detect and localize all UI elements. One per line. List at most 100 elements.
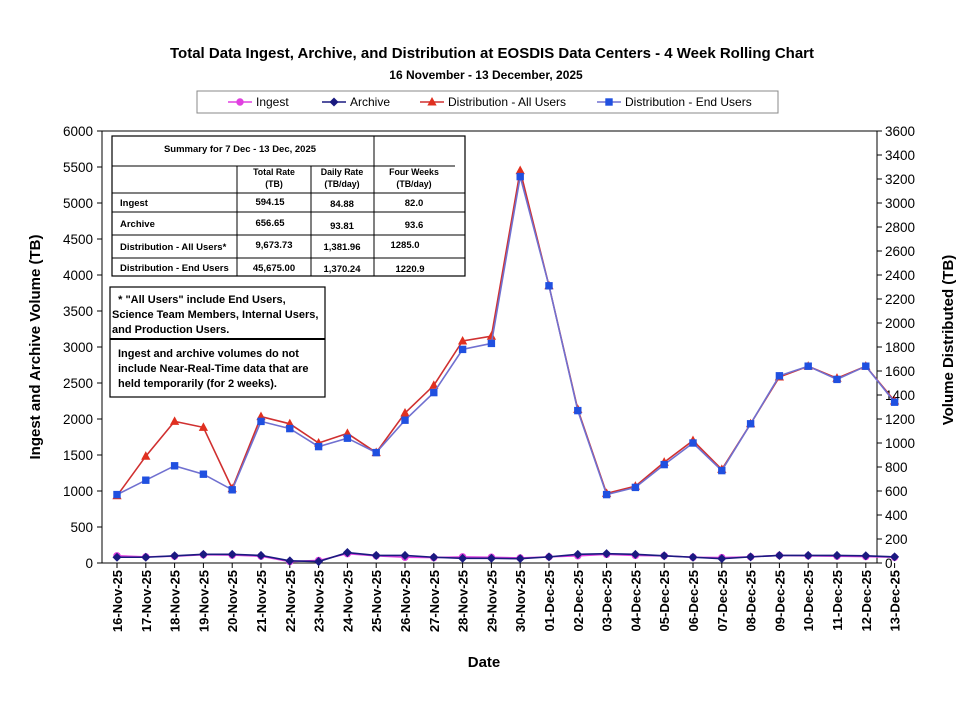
data-point: [746, 552, 756, 562]
x-tick-label: 13-Dec-25: [888, 570, 903, 631]
data-point: [862, 362, 870, 370]
summary-title: Summary for 7 Dec - 13 Dec, 2025: [164, 144, 317, 155]
x-tick-label: 27-Nov-25: [427, 570, 442, 632]
legend: Ingest Archive Distribution - All Users Dis…: [196, 90, 779, 114]
data-point: [314, 557, 324, 567]
data-point: [112, 552, 122, 562]
y-left-tick-label: 1000: [63, 484, 93, 499]
legend-marker: [329, 97, 339, 107]
y-right-tick-label: 600: [885, 484, 908, 499]
x-tick-label: 05-Dec-25: [657, 570, 672, 631]
y-left-tick-label: 6000: [63, 124, 93, 139]
y-right-tick-label: 3000: [885, 196, 915, 211]
data-point: [170, 551, 180, 561]
y-left-tick-label: 5000: [63, 196, 93, 211]
x-tick-label: 22-Nov-25: [283, 570, 298, 632]
data-point: [688, 552, 698, 562]
data-point: [573, 549, 583, 559]
note-all-users-line3: and Production Users.: [112, 324, 229, 336]
x-tick-label: 11-Dec-25: [830, 570, 845, 631]
y-right-tick-label: 1800: [885, 340, 915, 355]
data-point: [602, 549, 612, 559]
y-left-tick-label: 3500: [63, 304, 93, 319]
data-point: [602, 490, 611, 499]
data-point: [890, 398, 899, 406]
data-point: [717, 554, 727, 564]
data-point: [199, 470, 208, 478]
legend-item: Distribution - End Users: [597, 95, 752, 109]
summary-table: Summary for 7 Dec - 13 Dec, 2025 Total R…: [111, 135, 466, 277]
y-right-tick-label: 800: [885, 460, 908, 475]
y-right-tick-label: 2600: [885, 244, 915, 259]
data-point: [429, 380, 439, 389]
data-point: [631, 483, 640, 492]
data-point: [458, 553, 468, 563]
x-tick-label: 26-Nov-25: [398, 570, 413, 632]
data-point: [516, 172, 524, 181]
data-point: [890, 552, 900, 562]
data-point: [746, 420, 755, 428]
data-point: [689, 439, 697, 447]
x-tick-label: 09-Dec-25: [772, 570, 787, 631]
legend-marker: [605, 98, 613, 106]
x-tick-label: 23-Nov-25: [312, 570, 327, 632]
data-point: [372, 448, 380, 457]
row-dist-all-total: 9,673.73: [256, 240, 293, 251]
data-point: [169, 416, 180, 425]
legend-label: Archive: [350, 95, 390, 109]
data-point: [659, 551, 669, 561]
series-archive: [112, 548, 900, 567]
series-distribution-end-users: [113, 172, 899, 499]
x-tick-label: 04-Dec-25: [628, 570, 643, 631]
legend-label: Distribution - All Users: [448, 95, 566, 109]
x-tick-label: 18-Nov-25: [168, 570, 183, 632]
notes-box: * "All Users" include End Users, Science…: [109, 286, 326, 398]
row-archive-total: 656.65: [255, 218, 285, 229]
y-right-tick-label: 1200: [885, 412, 915, 427]
header-four-line1: Four Weeks: [389, 167, 439, 177]
header-four-line2: (TB/day): [396, 179, 431, 189]
x-tick-label: 12-Dec-25: [859, 570, 874, 631]
y-right-tick-label: 2800: [885, 220, 915, 235]
data-point: [545, 282, 553, 290]
data-point: [833, 375, 841, 384]
legend-marker: [236, 98, 244, 106]
note-ingest-line1: Ingest and archive volumes do not: [118, 348, 299, 360]
row-dist-all-label: Distribution - All Users*: [120, 242, 227, 253]
x-axis: 16-Nov-25 17-Nov-25 18-Nov-25 19-Nov-25 20-N…: [110, 563, 903, 632]
x-tick-label: 24-Nov-25: [340, 570, 355, 632]
legend-label: Distribution - End Users: [625, 95, 752, 109]
row-dist-all-four: 1285.0: [390, 240, 419, 251]
y-axis-right-title: Volume Distributed (TB): [940, 255, 957, 426]
data-point: [515, 554, 525, 564]
header-total-line1: Total Rate: [253, 167, 295, 177]
row-ingest-label: Ingest: [120, 198, 149, 209]
data-point: [544, 552, 554, 562]
x-tick-label: 03-Dec-25: [600, 570, 615, 631]
data-point: [660, 460, 668, 469]
left-axis: 0 500 1000 1500 2000 2500 3000 3500 4000 4500 5000…: [63, 124, 102, 571]
legend-item: Distribution - All Users: [420, 95, 566, 109]
data-point: [429, 552, 439, 562]
row-dist-end-daily: 1,370.24: [324, 264, 362, 275]
x-tick-label: 17-Nov-25: [139, 570, 154, 632]
x-tick-label: 30-Nov-25: [513, 570, 528, 632]
data-point: [458, 345, 467, 354]
data-point: [141, 552, 151, 562]
header-daily-line2: (TB/day): [324, 179, 359, 189]
x-tick-label: 01-Dec-25: [542, 570, 557, 631]
data-point: [400, 550, 410, 560]
header-daily-line1: Daily Rate: [321, 167, 364, 177]
note-ingest-line2: include Near-Real-Time data that are: [118, 363, 309, 375]
data-point: [198, 549, 208, 559]
row-ingest-four: 82.0: [405, 198, 424, 209]
y-axis-left-title: Ingest and Archive Volume (TB): [27, 234, 44, 459]
data-point: [198, 422, 209, 431]
data-point: [141, 451, 151, 460]
y-right-tick-label: 3400: [885, 148, 915, 163]
legend-marker: [427, 96, 437, 106]
row-archive-label: Archive: [120, 219, 155, 230]
note-all-users-line2: Science Team Members, Internal Users,: [112, 309, 318, 321]
note-ingest-line3: held temporarily (for 2 weeks).: [118, 378, 277, 390]
